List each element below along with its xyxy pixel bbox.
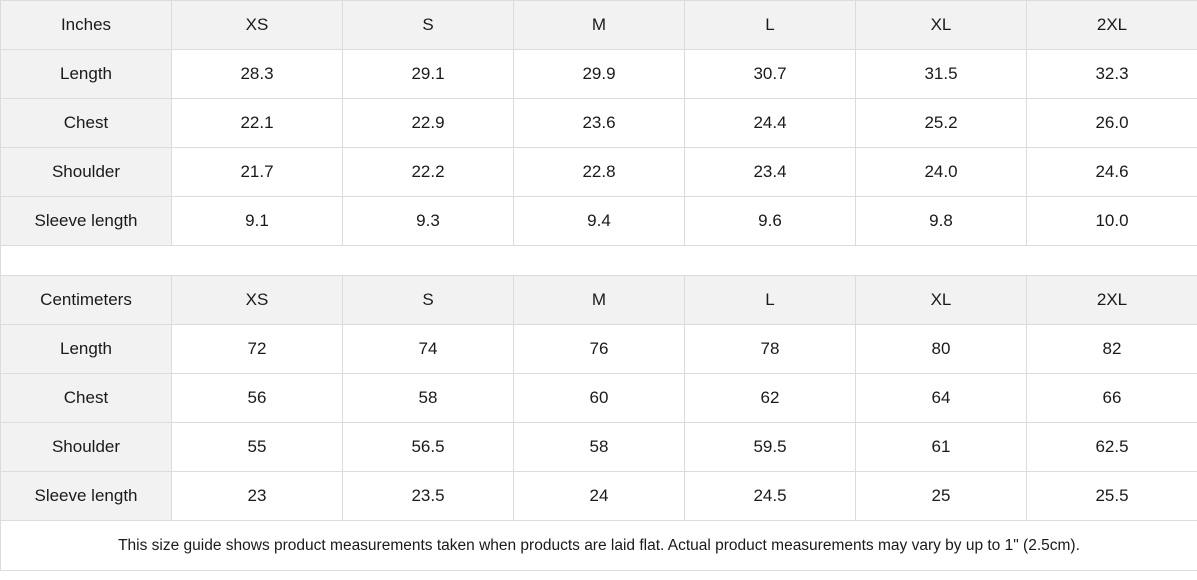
measurement-cell: 28.3	[171, 49, 343, 99]
measurement-cell: 56	[171, 373, 343, 423]
measurement-cell: 22.8	[513, 147, 685, 197]
measurement-cell: 23.5	[342, 471, 514, 521]
measurement-cell: 62.5	[1026, 422, 1197, 472]
row-label: Sleeve length	[0, 471, 172, 521]
table-row: Chest 22.1 22.9 23.6 24.4 25.2 26.0	[0, 98, 1197, 148]
size-header: 2XL	[1026, 0, 1197, 50]
unit-label: Inches	[0, 0, 172, 50]
size-header: XS	[171, 275, 343, 325]
table-row: Length 72 74 76 78 80 82	[0, 324, 1197, 374]
measurement-cell: 74	[342, 324, 514, 374]
measurement-cell: 24.4	[684, 98, 856, 148]
row-label: Shoulder	[0, 422, 172, 472]
measurement-cell: 56.5	[342, 422, 514, 472]
table-row: Shoulder 21.7 22.2 22.8 23.4 24.0 24.6	[0, 147, 1197, 197]
measurement-cell: 23.4	[684, 147, 856, 197]
spacer-row	[0, 245, 1197, 276]
measurement-cell: 31.5	[855, 49, 1027, 99]
row-label: Length	[0, 324, 172, 374]
measurement-cell: 78	[684, 324, 856, 374]
size-header: S	[342, 275, 514, 325]
size-header: S	[342, 0, 514, 50]
measurement-cell: 61	[855, 422, 1027, 472]
measurement-cell: 23.6	[513, 98, 685, 148]
spacer	[0, 245, 1197, 276]
size-header: XS	[171, 0, 343, 50]
measurement-cell: 80	[855, 324, 1027, 374]
size-header: M	[513, 275, 685, 325]
measurement-cell: 23	[171, 471, 343, 521]
size-header: M	[513, 0, 685, 50]
measurement-cell: 9.1	[171, 196, 343, 246]
measurement-cell: 24.0	[855, 147, 1027, 197]
unit-label: Centimeters	[0, 275, 172, 325]
measurement-cell: 25	[855, 471, 1027, 521]
measurement-cell: 29.1	[342, 49, 514, 99]
size-guide-note: This size guide shows product measuremen…	[0, 520, 1197, 571]
measurement-cell: 82	[1026, 324, 1197, 374]
measurement-cell: 64	[855, 373, 1027, 423]
measurement-cell: 62	[684, 373, 856, 423]
row-label: Chest	[0, 373, 172, 423]
measurement-cell: 72	[171, 324, 343, 374]
measurement-cell: 21.7	[171, 147, 343, 197]
table-row: Length 28.3 29.1 29.9 30.7 31.5 32.3	[0, 49, 1197, 99]
table-row: Sleeve length 23 23.5 24 24.5 25 25.5	[0, 471, 1197, 521]
size-header: L	[684, 0, 856, 50]
measurement-cell: 10.0	[1026, 196, 1197, 246]
measurement-cell: 22.9	[342, 98, 514, 148]
size-header: XL	[855, 275, 1027, 325]
measurement-cell: 9.3	[342, 196, 514, 246]
measurement-cell: 26.0	[1026, 98, 1197, 148]
measurement-cell: 24.5	[684, 471, 856, 521]
measurement-cell: 25.2	[855, 98, 1027, 148]
row-label: Length	[0, 49, 172, 99]
row-label: Shoulder	[0, 147, 172, 197]
measurement-cell: 32.3	[1026, 49, 1197, 99]
measurement-cell: 9.8	[855, 196, 1027, 246]
measurement-cell: 24.6	[1026, 147, 1197, 197]
measurement-cell: 58	[342, 373, 514, 423]
row-label: Chest	[0, 98, 172, 148]
measurement-cell: 76	[513, 324, 685, 374]
measurement-cell: 9.6	[684, 196, 856, 246]
measurement-cell: 9.4	[513, 196, 685, 246]
measurement-cell: 55	[171, 422, 343, 472]
header-row: Centimeters XS S M L XL 2XL	[0, 275, 1197, 325]
measurement-cell: 29.9	[513, 49, 685, 99]
row-label: Sleeve length	[0, 196, 172, 246]
measurement-cell: 22.2	[342, 147, 514, 197]
measurement-cell: 30.7	[684, 49, 856, 99]
measurement-cell: 24	[513, 471, 685, 521]
measurement-cell: 22.1	[171, 98, 343, 148]
table-row: Shoulder 55 56.5 58 59.5 61 62.5	[0, 422, 1197, 472]
measurement-cell: 59.5	[684, 422, 856, 472]
header-row: Inches XS S M L XL 2XL	[0, 0, 1197, 50]
table-row: Sleeve length 9.1 9.3 9.4 9.6 9.8 10.0	[0, 196, 1197, 246]
measurement-cell: 66	[1026, 373, 1197, 423]
size-header: 2XL	[1026, 275, 1197, 325]
note-row: This size guide shows product measuremen…	[0, 520, 1197, 571]
measurement-cell: 60	[513, 373, 685, 423]
size-header: L	[684, 275, 856, 325]
table-row: Chest 56 58 60 62 64 66	[0, 373, 1197, 423]
measurement-cell: 25.5	[1026, 471, 1197, 521]
size-header: XL	[855, 0, 1027, 50]
measurement-cell: 58	[513, 422, 685, 472]
